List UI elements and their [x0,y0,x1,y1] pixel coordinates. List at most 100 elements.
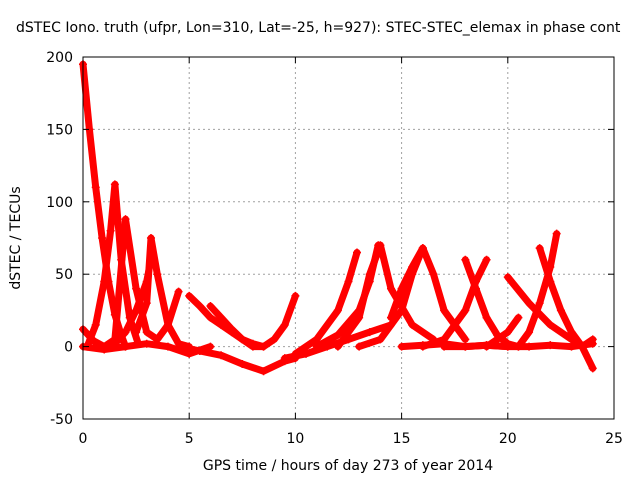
data-point [525,299,534,308]
data-point [195,302,204,311]
data-point [440,306,449,315]
x-tick-label: 15 [393,431,411,447]
series-arc-21 [535,244,597,373]
series-arc-13 [333,241,438,351]
data-point [525,342,534,351]
data-point [386,284,395,293]
y-tick-label: 50 [55,267,73,283]
data-point [238,359,247,368]
data-point [552,229,561,238]
series-arc-11 [291,248,361,358]
series-line [83,180,142,351]
data-point [259,367,268,376]
data-point [270,335,279,344]
data-point [355,342,364,351]
data-point [397,284,406,293]
data-point [418,341,427,350]
data-point [352,248,361,257]
data-point [110,335,119,344]
data-point [174,287,183,296]
data-point [312,342,321,351]
data-point [386,313,395,322]
data-point [146,234,155,242]
x-tick-label: 10 [286,431,304,447]
y-tick-label: 150 [46,122,73,138]
data-point [333,306,342,315]
data-point [280,354,289,363]
data-point [91,320,100,329]
data-point [397,306,406,315]
data-point [567,328,576,337]
data-point [588,364,597,373]
data-point [429,270,438,279]
data-point [280,320,289,329]
data-point [98,234,107,242]
data-point [365,270,374,279]
data-point [397,342,406,351]
y-tick-label: 0 [64,340,73,356]
data-point [556,306,565,315]
data-point [121,328,130,337]
data-point [206,302,215,311]
data-point [132,328,141,337]
data-point [142,328,151,337]
data-point [132,284,141,293]
data-point [206,342,215,351]
data-point [110,180,119,189]
data-point [163,320,172,329]
data-point [535,299,544,308]
data-point [302,349,311,358]
data-point [312,335,321,344]
series-arc-1 [79,60,130,351]
data-point [461,255,470,264]
x-tick-label: 25 [605,431,623,447]
data-point [238,335,247,344]
data-point [503,273,512,282]
data-point [471,284,480,293]
axis-ticks: 0 5 10 15 20 25 -50 0 50 100 150 200 [46,50,623,447]
data-point [153,270,162,279]
data-point [333,331,342,340]
data-point [174,342,183,351]
y-tick-label: 100 [46,195,73,211]
data-point [355,313,364,322]
grid-lines [83,57,614,419]
series-arc-15 [386,244,470,344]
data-point [376,241,385,250]
data-point [493,335,502,344]
series-arc-23 [440,339,597,351]
data-point [125,313,134,322]
data-point [376,335,385,344]
data-point [546,277,555,286]
data-point [567,335,576,344]
data-point [291,349,300,358]
data-point [567,342,576,351]
data-point [217,313,226,322]
data-point [195,346,204,355]
data-point [408,262,417,271]
data-point [206,313,215,322]
chart-title: dSTEC Iono. truth (ufpr, Lon=310, Lat=-2… [16,20,621,36]
data-point [482,313,491,322]
data-point [121,215,130,224]
data-point [482,341,491,350]
series-arc-7 [174,342,300,376]
data-point [535,244,544,253]
plot-frame [82,56,615,420]
data-point [163,342,172,351]
data-point [100,277,109,286]
data-point [227,325,236,334]
data-point [546,320,555,329]
x-tick-label: 20 [499,431,517,447]
data-point [142,339,151,348]
data-point [365,328,374,337]
data-point [588,339,597,348]
y-tick-label: 200 [46,50,73,66]
series-arc-9 [206,302,268,351]
data-point [482,255,491,264]
data-point [100,345,109,354]
data-point [248,342,257,351]
data-point [514,313,523,322]
data-point [503,328,512,337]
